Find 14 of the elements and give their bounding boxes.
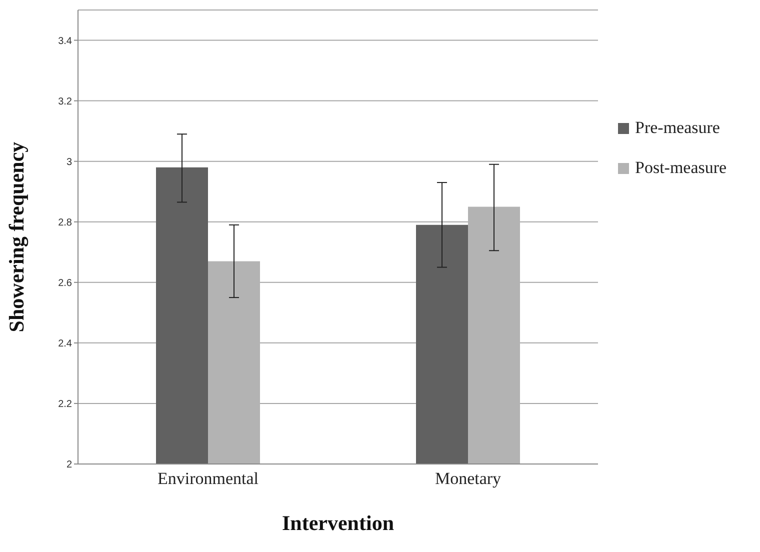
y-tick-label: 3.2 bbox=[58, 96, 72, 108]
legend-label: Pre-measure bbox=[635, 118, 720, 138]
x-tick-label: Environmental bbox=[157, 469, 259, 488]
y-tick-label: 2.2 bbox=[58, 399, 72, 410]
legend-label: Post-measure bbox=[635, 158, 727, 178]
y-tick-label: 3 bbox=[66, 156, 72, 168]
y-tick-label: 2.8 bbox=[58, 217, 72, 228]
y-tick-label: 2.4 bbox=[58, 338, 72, 350]
y-axis-title: Showering frequency bbox=[4, 141, 28, 332]
x-tick-label: Monetary bbox=[434, 469, 502, 488]
y-tick-label: 3.4 bbox=[58, 36, 72, 47]
y-tick-label: 2.6 bbox=[58, 278, 72, 289]
x-axis-title: Intervention bbox=[282, 511, 394, 535]
y-tick-label: 2 bbox=[66, 460, 72, 471]
